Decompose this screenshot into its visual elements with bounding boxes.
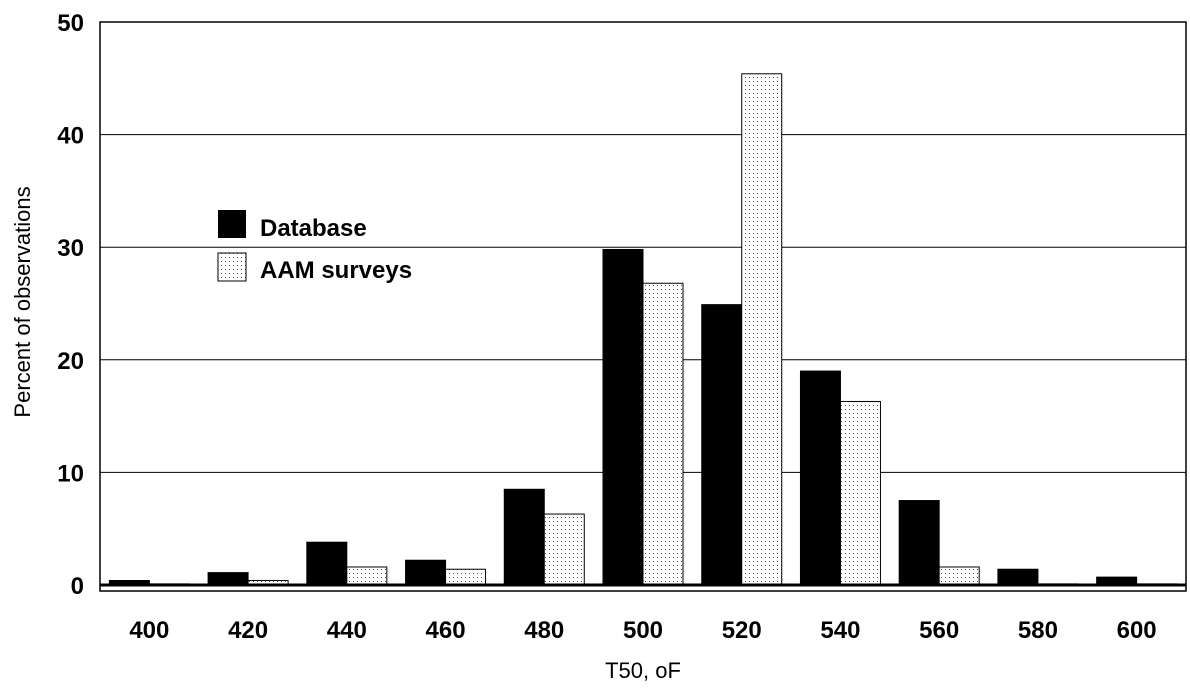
legend-label-aam-surveys: AAM surveys [260,257,412,284]
legend-swatch-database [218,210,246,238]
x-axis-label: T50, oF [605,658,681,683]
bar-database-520 [701,304,743,586]
x-tick-label: 440 [327,617,367,644]
bar-database-460 [405,559,447,586]
bar-aam-surveys-460 [445,568,487,586]
x-tick-label: 400 [129,617,169,644]
y-axis-ticks: 0 10 20 30 40 50 [57,10,84,600]
y-tick-label: 40 [57,123,84,150]
bar-aam-surveys-560 [938,566,980,586]
bar-database-540 [799,370,841,586]
bars [108,73,1178,586]
x-tick-label: 520 [722,617,762,644]
bar-database-480 [503,488,545,586]
bar-aam-surveys-520 [741,73,783,586]
y-tick-label: 30 [57,235,84,262]
legend-label-database: Database [260,215,367,242]
legend-swatch-aam-surveys [217,252,247,282]
y-tick-label: 20 [57,348,84,375]
bar-aam-surveys-500 [642,282,684,586]
bar-aam-surveys-440 [346,566,388,586]
x-tick-label: 460 [426,617,466,644]
y-axis-label: Percent of observations [10,186,35,417]
bar-aam-surveys-540 [839,400,881,586]
y-tick-label: 0 [71,573,84,600]
y-tick-label: 10 [57,460,84,487]
bar-database-560 [898,500,940,586]
x-tick-label: 580 [1018,617,1058,644]
x-tick-label: 500 [623,617,663,644]
x-tick-label: 480 [524,617,564,644]
bar-database-440 [306,541,348,586]
bar-database-500 [602,248,644,586]
bar-database-420 [207,572,249,586]
bar-database-580 [997,568,1039,586]
x-tick-label: 540 [820,617,860,644]
y-tick-label: 50 [57,10,84,37]
x-axis-ticks: 400 420 440 460 480 500 520 540 560 580 600 [129,617,1156,644]
legend: Database AAM surveys [217,210,412,284]
x-tick-label: 420 [228,617,268,644]
bar-aam-surveys-480 [543,513,585,586]
x-tick-label: 560 [919,617,959,644]
x-tick-label: 600 [1117,617,1157,644]
